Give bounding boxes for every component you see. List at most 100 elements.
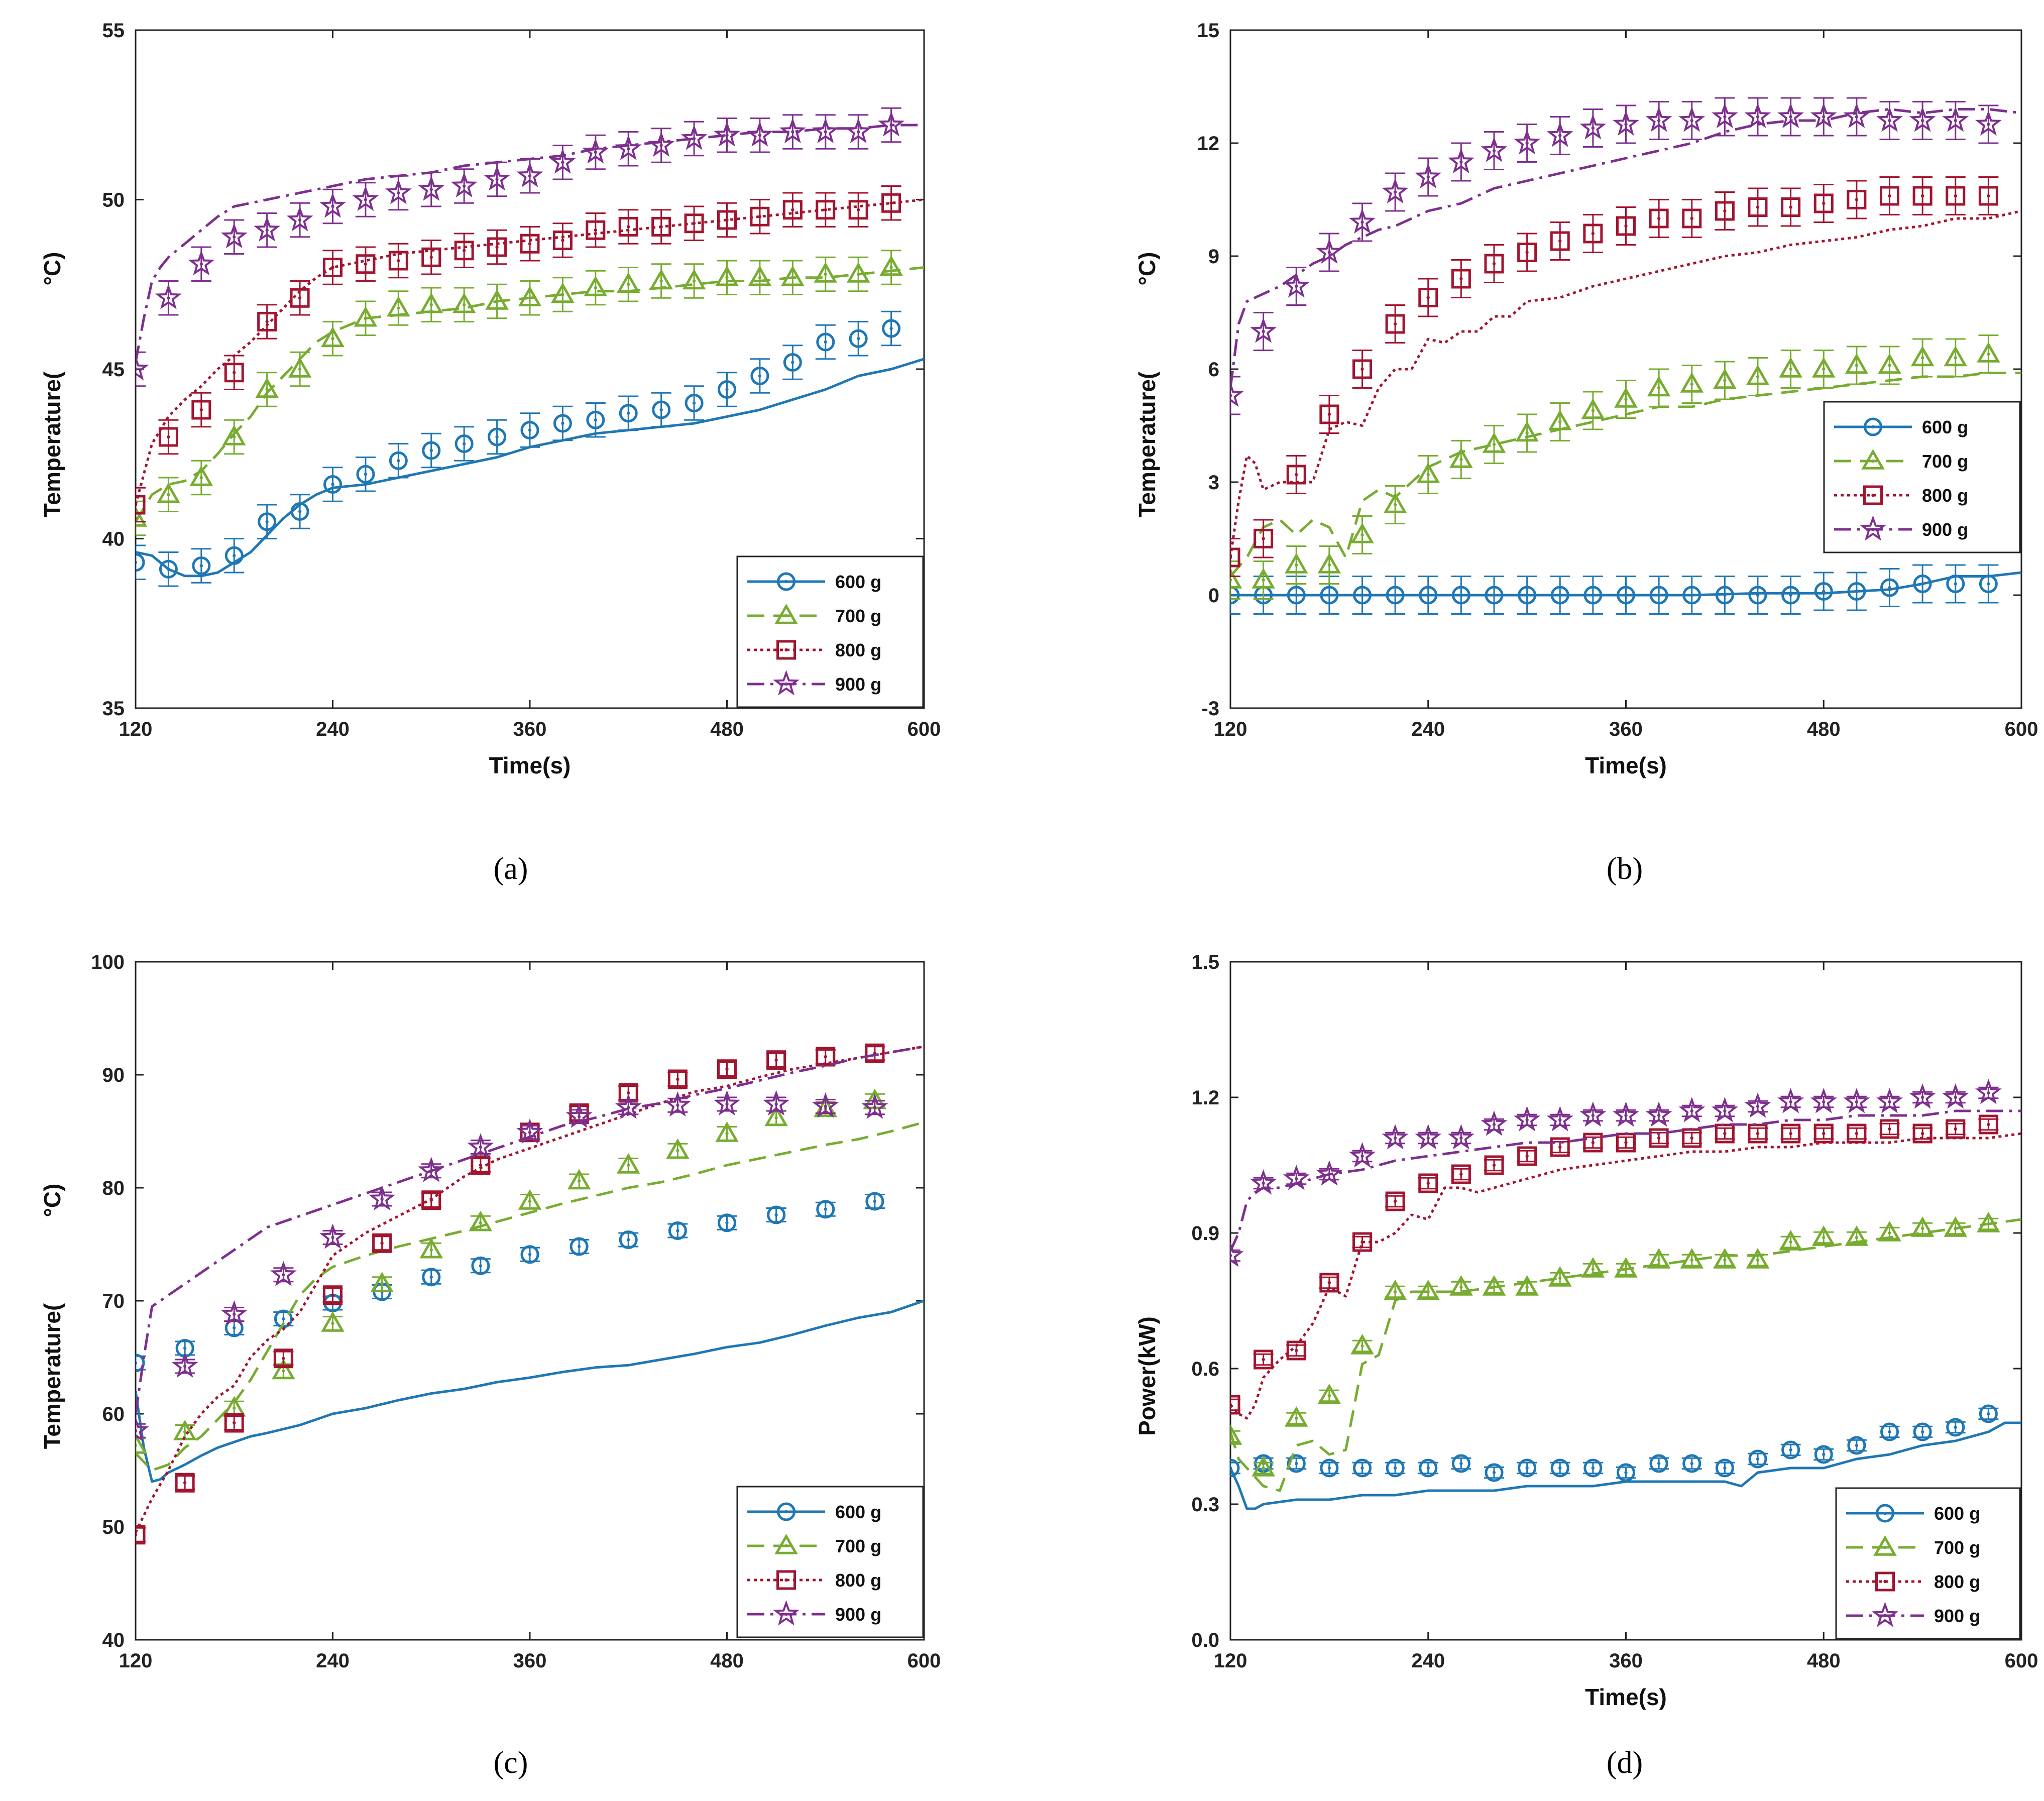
legend-label: 900 g xyxy=(1922,519,1968,540)
data-point xyxy=(1287,1454,1306,1473)
data-point xyxy=(1320,586,1339,605)
data-point-dot xyxy=(1393,1136,1397,1140)
x-axis-label: Time(s) xyxy=(1585,1684,1667,1710)
data-point-dot xyxy=(1459,1285,1463,1289)
data-point xyxy=(1482,1275,1506,1296)
data-point xyxy=(1781,1123,1801,1144)
series-700g-d xyxy=(1230,1211,2021,1492)
data-point-dot xyxy=(824,130,827,134)
data-point xyxy=(1550,586,1569,605)
data-point-dot xyxy=(758,215,762,218)
data-point xyxy=(616,1153,640,1174)
data-point-dot xyxy=(1360,1240,1364,1244)
data-point-dot xyxy=(136,560,138,564)
data-point-dot xyxy=(1591,126,1595,130)
data-point-dot xyxy=(331,1293,334,1297)
data-point-dot xyxy=(889,326,893,330)
data-point xyxy=(418,1157,445,1182)
data-point-dot xyxy=(1327,1281,1331,1285)
data-point xyxy=(1352,359,1372,379)
data-point xyxy=(666,1138,690,1159)
data-point xyxy=(136,506,148,527)
data-point xyxy=(1647,1248,1671,1269)
data-point xyxy=(255,377,279,398)
data-point xyxy=(1485,1463,1504,1482)
data-point xyxy=(1878,353,1901,374)
data-point-dot xyxy=(479,1221,483,1224)
y-tick-label: 60 xyxy=(102,1403,125,1425)
data-point xyxy=(1744,102,1771,129)
y-axis-unit: °C) xyxy=(39,252,65,286)
data-point-dot xyxy=(1426,1181,1430,1185)
data-point-dot xyxy=(528,428,532,432)
data-point-dot xyxy=(1459,1136,1463,1140)
data-point xyxy=(469,1210,493,1231)
chart-panel-d: 120 240 360 480 600 0.0 0.3 0.6 0.9 1.2 1.5 Time(s)… xyxy=(1134,951,2038,1780)
data-point-dot xyxy=(1558,593,1562,597)
data-point-dot xyxy=(1459,1172,1463,1176)
data-point-dot xyxy=(1855,115,1859,119)
data-point-dot xyxy=(233,371,236,374)
data-point-dot xyxy=(692,137,696,141)
data-point-dot xyxy=(1756,1132,1760,1136)
data-point xyxy=(1287,586,1306,605)
data-point xyxy=(1912,1123,1933,1144)
legend-marker-dot xyxy=(784,1612,788,1616)
legend-marker-dot xyxy=(1871,425,1875,429)
data-point xyxy=(1484,254,1504,274)
x-axis-label: Time(s) xyxy=(1585,752,1667,778)
data-point xyxy=(1777,1088,1804,1113)
data-point-dot xyxy=(824,340,827,344)
data-point xyxy=(1946,575,1965,593)
data-point xyxy=(1847,1436,1866,1455)
data-point xyxy=(1813,193,1834,213)
data-point xyxy=(846,262,870,283)
data-point-dot xyxy=(1624,1113,1628,1117)
data-point xyxy=(1283,272,1310,298)
data-point xyxy=(1876,1088,1903,1113)
data-point-dot xyxy=(233,1312,236,1316)
data-point xyxy=(188,250,215,276)
data-point-dot xyxy=(1327,1466,1331,1470)
data-point-dot xyxy=(233,235,236,239)
data-point-dot xyxy=(758,276,762,279)
data-point xyxy=(1715,1458,1734,1478)
data-point-dot xyxy=(774,1058,778,1062)
data-point-dot xyxy=(462,442,466,445)
data-point-dot xyxy=(1262,537,1265,540)
data-point-dot xyxy=(824,208,827,211)
data-point-dot xyxy=(577,1179,581,1183)
data-point-dot xyxy=(1987,1222,1990,1226)
data-point xyxy=(1909,1083,1936,1109)
data-point xyxy=(258,512,277,531)
data-point-dot xyxy=(1690,1109,1693,1113)
data-point-dot xyxy=(1295,473,1298,477)
data-point xyxy=(1845,353,1869,374)
data-point-dot xyxy=(627,225,630,229)
data-point-dot xyxy=(1723,593,1727,597)
data-point-dot xyxy=(1822,367,1826,371)
y-axis-label: Temperature( xyxy=(39,371,65,517)
data-point xyxy=(1579,1101,1607,1127)
data-point xyxy=(1909,106,1936,132)
data-point-dot xyxy=(298,510,302,513)
data-point xyxy=(1944,1216,1968,1237)
data-point-dot xyxy=(167,296,170,300)
data-point xyxy=(1230,381,1244,407)
data-point xyxy=(1254,1349,1274,1370)
data-point-dot xyxy=(397,459,400,463)
data-point xyxy=(1319,404,1339,424)
data-point-dot xyxy=(1591,1267,1595,1271)
data-point xyxy=(1350,1333,1374,1355)
data-point-dot xyxy=(1525,1154,1529,1158)
data-point-dot xyxy=(676,1103,679,1107)
data-point xyxy=(1847,582,1866,601)
data-point xyxy=(1811,1225,1836,1246)
data-point xyxy=(1550,231,1570,251)
data-point xyxy=(1316,1160,1343,1186)
data-point xyxy=(1449,1275,1473,1296)
data-point-dot xyxy=(199,564,203,568)
data-point xyxy=(1581,398,1605,419)
data-point xyxy=(1781,197,1801,217)
data-point xyxy=(1843,102,1870,129)
